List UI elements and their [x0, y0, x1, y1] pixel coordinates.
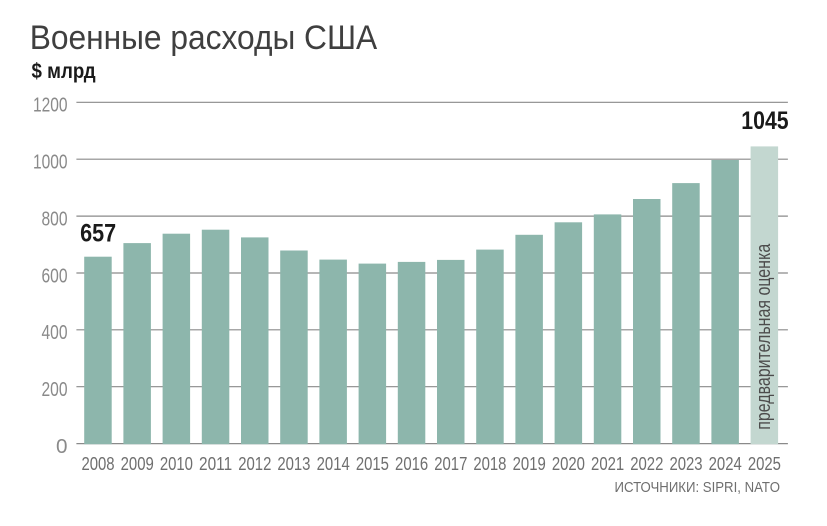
svg-text:2012: 2012 [238, 453, 271, 474]
svg-text:2019: 2019 [513, 453, 546, 474]
svg-text:2014: 2014 [317, 453, 350, 474]
svg-text:Военные расходы США: Военные расходы США [30, 19, 378, 57]
svg-text:1045: 1045 [741, 108, 788, 135]
svg-text:2016: 2016 [395, 453, 428, 474]
svg-text:2011: 2011 [199, 453, 232, 474]
svg-text:2009: 2009 [121, 453, 154, 474]
svg-text:2018: 2018 [473, 453, 506, 474]
svg-text:2010: 2010 [160, 453, 193, 474]
svg-text:1200: 1200 [33, 95, 68, 117]
svg-text:$ млрд: $ млрд [32, 59, 96, 83]
svg-text:200: 200 [42, 379, 68, 401]
svg-text:1000: 1000 [33, 152, 68, 174]
svg-text:2021: 2021 [591, 453, 624, 474]
svg-text:400: 400 [42, 322, 68, 344]
svg-text:2024: 2024 [709, 453, 742, 474]
svg-text:предварительная оценка: предварительная оценка [753, 243, 775, 430]
svg-text:600: 600 [42, 265, 68, 287]
svg-text:2020: 2020 [552, 453, 585, 474]
svg-text:2022: 2022 [630, 453, 663, 474]
svg-text:657: 657 [80, 220, 116, 247]
svg-text:ИСТОЧНИКИ: SIPRI, NATO: ИСТОЧНИКИ: SIPRI, NATO [615, 479, 781, 496]
svg-text:2025: 2025 [748, 453, 781, 474]
svg-text:2017: 2017 [434, 453, 467, 474]
svg-text:2008: 2008 [81, 453, 114, 474]
svg-text:2013: 2013 [277, 453, 310, 474]
svg-text:0: 0 [56, 436, 68, 458]
svg-text:2023: 2023 [669, 453, 702, 474]
svg-text:800: 800 [42, 209, 68, 231]
svg-text:2015: 2015 [356, 453, 389, 474]
